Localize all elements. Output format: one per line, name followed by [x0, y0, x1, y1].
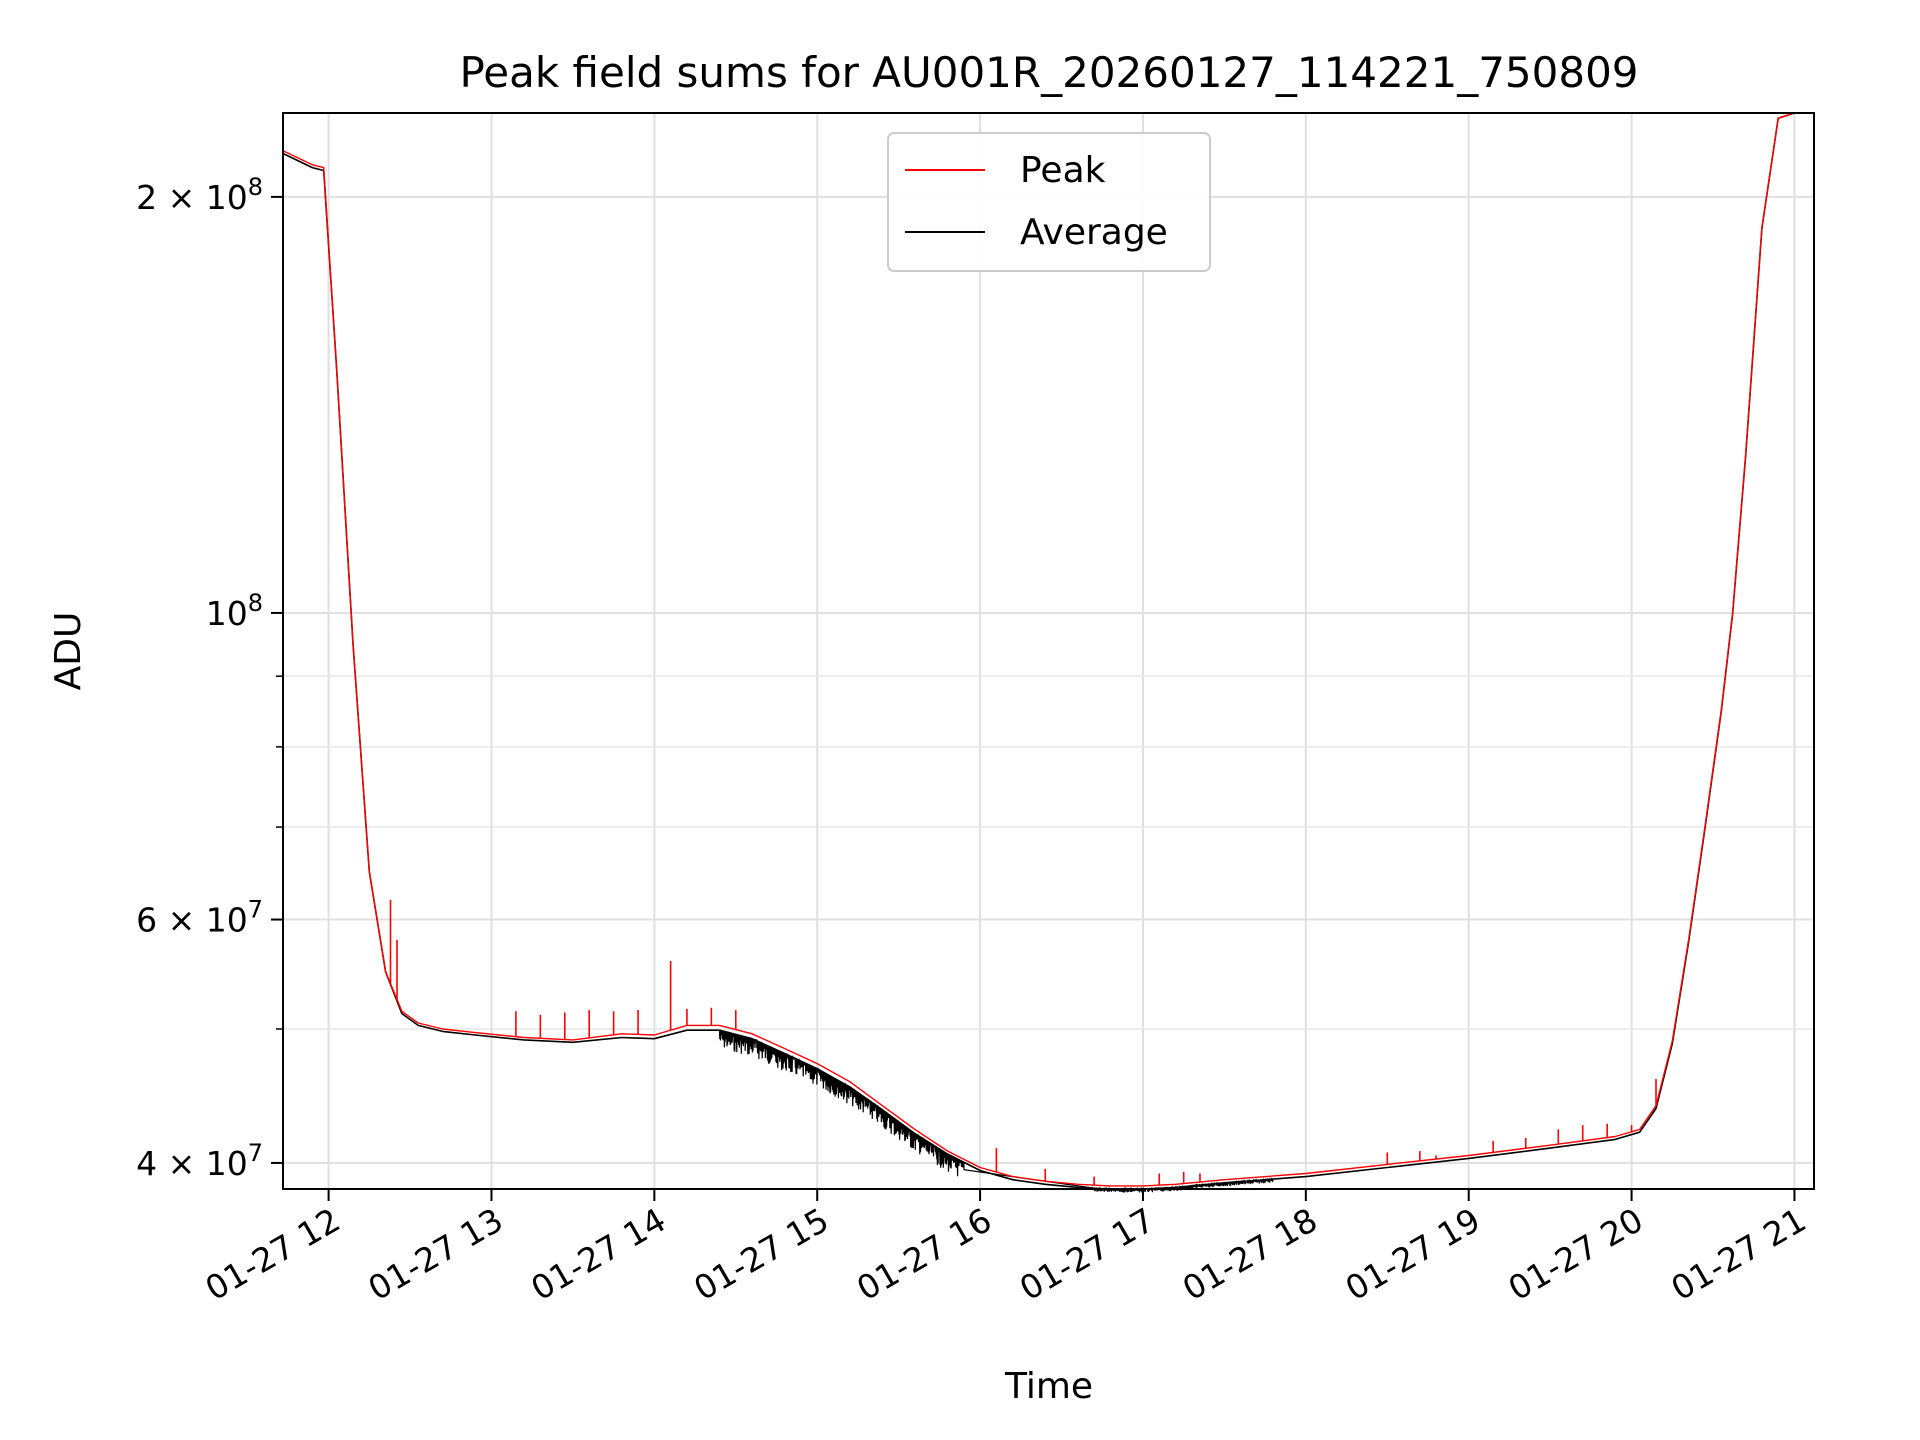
series-noise-average: [718, 1030, 1274, 1193]
peak-spikes: [389, 899, 1657, 1186]
y-tick-label: 4 × 107: [136, 1139, 263, 1183]
plot-series: [282, 112, 1814, 1193]
series-line-peak: [282, 112, 1814, 1187]
legend-average-label: Average: [1020, 212, 1168, 253]
y-tick-label: 2 × 108: [136, 173, 263, 217]
plot-frame: [282, 112, 1815, 1190]
y-tick-label: 6 × 107: [136, 896, 263, 940]
legend-peak-label: Peak: [1020, 150, 1106, 191]
legend-box: [887, 132, 1211, 272]
chart-title: Peak field sums for AU001R_20260127_1142…: [459, 48, 1638, 97]
legend: Peak Average: [887, 132, 1211, 272]
y-axis-label: ADU: [48, 612, 89, 691]
x-axis-label: Time: [1004, 1366, 1093, 1407]
